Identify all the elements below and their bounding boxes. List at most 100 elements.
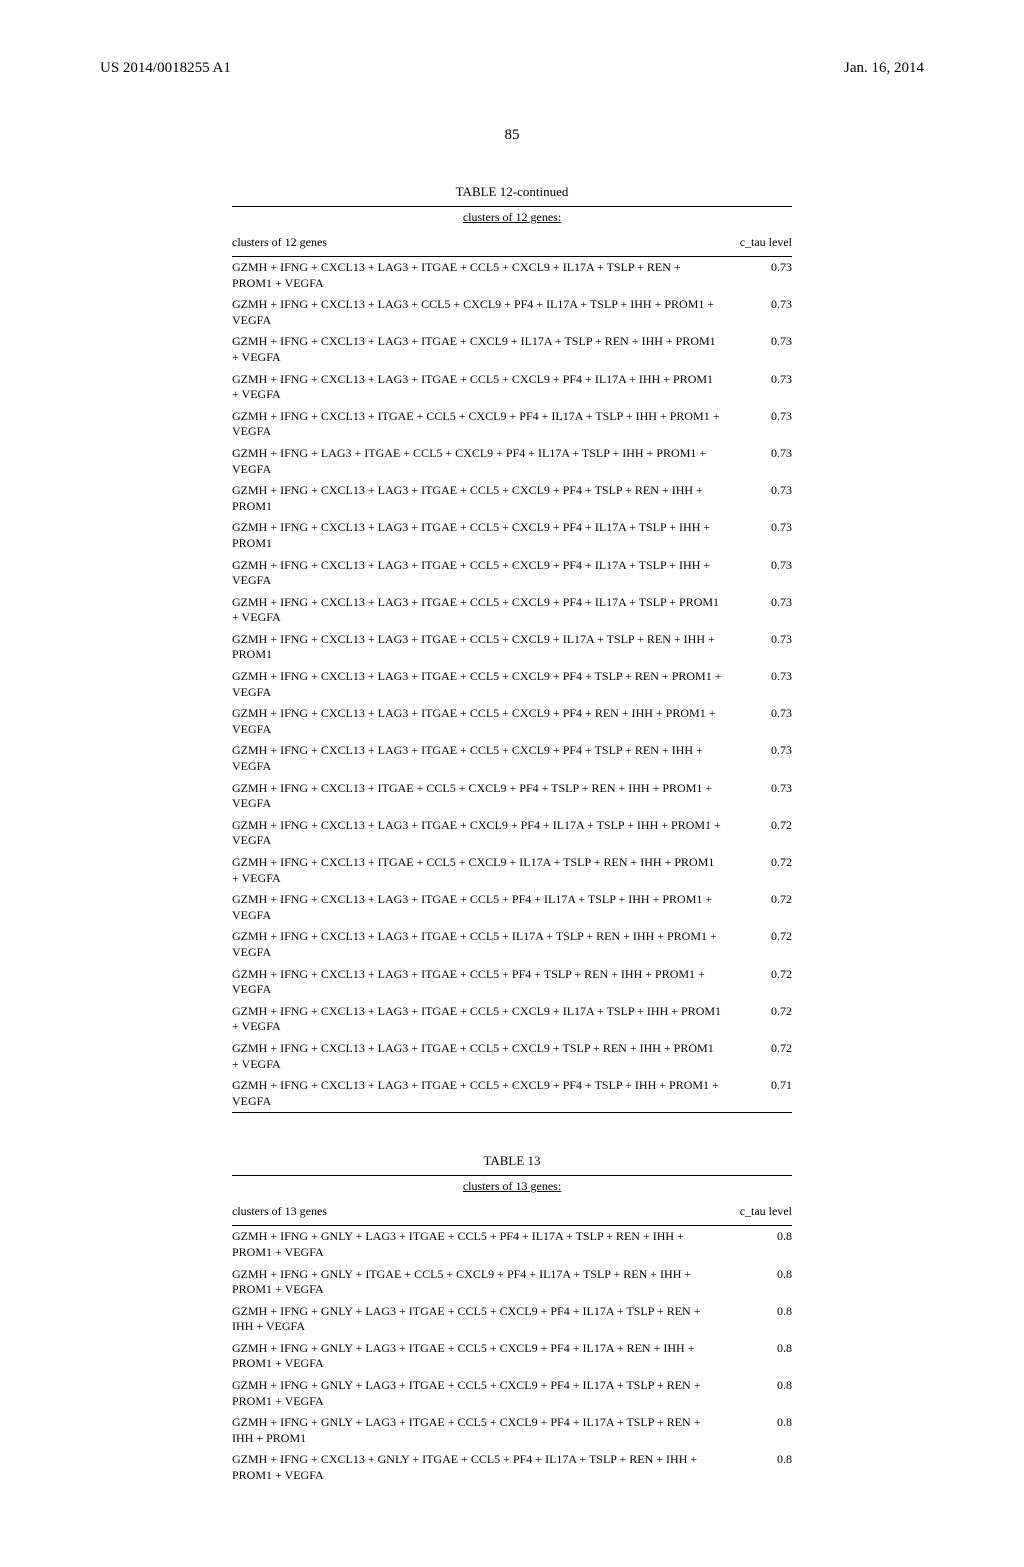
table-row: GZMH + IFNG + GNLY + LAG3 + ITGAE + CCL5… <box>232 1412 792 1449</box>
table-row: GZMH + IFNG + CXCL13 + LAG3 + ITGAE + CC… <box>232 889 792 926</box>
ctau-cell: 0.8 <box>722 1375 792 1412</box>
cluster-cell: GZMH + IFNG + CXCL13 + LAG3 + CCL5 + CXC… <box>232 294 722 331</box>
ctau-cell: 0.73 <box>722 369 792 406</box>
cluster-cell: GZMH + IFNG + CXCL13 + LAG3 + ITGAE + CC… <box>232 740 722 777</box>
cluster-cell: GZMH + IFNG + CXCL13 + LAG3 + ITGAE + CC… <box>232 1001 722 1038</box>
ctau-cell: 0.72 <box>722 926 792 963</box>
cluster-cell: GZMH + IFNG + CXCL13 + LAG3 + ITGAE + CC… <box>232 592 722 629</box>
ctau-cell: 0.73 <box>722 555 792 592</box>
table-12-subtitle: clusters of 12 genes: <box>232 206 792 225</box>
cluster-cell: GZMH + IFNG + GNLY + LAG3 + ITGAE + CCL5… <box>232 1412 722 1449</box>
ctau-cell: 0.73 <box>722 778 792 815</box>
table-13: clusters of 13 genes c_tau level GZMH + … <box>232 1194 792 1486</box>
ctau-cell: 0.8 <box>722 1264 792 1301</box>
ctau-cell: 0.8 <box>722 1338 792 1375</box>
ctau-cell: 0.73 <box>722 517 792 554</box>
cluster-cell: GZMH + IFNG + CXCL13 + LAG3 + ITGAE + CX… <box>232 815 722 852</box>
cluster-cell: GZMH + IFNG + CXCL13 + LAG3 + ITGAE + CC… <box>232 480 722 517</box>
table-row: GZMH + IFNG + CXCL13 + LAG3 + CCL5 + CXC… <box>232 294 792 331</box>
cluster-cell: GZMH + IFNG + LAG3 + ITGAE + CCL5 + CXCL… <box>232 443 722 480</box>
ctau-cell: 0.73 <box>722 443 792 480</box>
table-row: GZMH + IFNG + GNLY + ITGAE + CCL5 + CXCL… <box>232 1264 792 1301</box>
table-row: GZMH + IFNG + CXCL13 + LAG3 + ITGAE + CC… <box>232 703 792 740</box>
table-row: GZMH + IFNG + CXCL13 + LAG3 + ITGAE + CC… <box>232 1038 792 1075</box>
cluster-cell: GZMH + IFNG + CXCL13 + LAG3 + ITGAE + CC… <box>232 1075 722 1112</box>
table-row: GZMH + IFNG + CXCL13 + LAG3 + ITGAE + CC… <box>232 666 792 703</box>
table-13-col-right: c_tau level <box>722 1194 792 1226</box>
ctau-cell: 0.72 <box>722 889 792 926</box>
table-12: clusters of 12 genes c_tau level GZMH + … <box>232 225 792 1112</box>
table-row: GZMH + IFNG + CXCL13 + LAG3 + ITGAE + CX… <box>232 815 792 852</box>
ctau-cell: 0.73 <box>722 740 792 777</box>
ctau-cell: 0.73 <box>722 257 792 295</box>
page-header: US 2014/0018255 A1 Jan. 16, 2014 <box>100 60 924 77</box>
table-row: GZMH + IFNG + GNLY + LAG3 + ITGAE + CCL5… <box>232 1226 792 1264</box>
ctau-cell: 0.73 <box>722 480 792 517</box>
table-row: GZMH + IFNG + CXCL13 + LAG3 + ITGAE + CC… <box>232 740 792 777</box>
ctau-cell: 0.73 <box>722 592 792 629</box>
table-13-title: TABLE 13 <box>232 1153 792 1169</box>
cluster-cell: GZMH + IFNG + GNLY + LAG3 + ITGAE + CCL5… <box>232 1226 722 1264</box>
doc-date: Jan. 16, 2014 <box>844 60 924 77</box>
table-row: GZMH + IFNG + CXCL13 + LAG3 + ITGAE + CC… <box>232 480 792 517</box>
ctau-cell: 0.8 <box>722 1449 792 1486</box>
table-row: GZMH + IFNG + CXCL13 + LAG3 + ITGAE + CC… <box>232 555 792 592</box>
cluster-cell: GZMH + IFNG + CXCL13 + LAG3 + ITGAE + CC… <box>232 257 722 295</box>
table-row: GZMH + IFNG + CXCL13 + GNLY + ITGAE + CC… <box>232 1449 792 1486</box>
table-row: GZMH + IFNG + CXCL13 + ITGAE + CCL5 + CX… <box>232 406 792 443</box>
cluster-cell: GZMH + IFNG + GNLY + ITGAE + CCL5 + CXCL… <box>232 1264 722 1301</box>
cluster-cell: GZMH + IFNG + CXCL13 + GNLY + ITGAE + CC… <box>232 1449 722 1486</box>
table-row: GZMH + IFNG + GNLY + LAG3 + ITGAE + CCL5… <box>232 1338 792 1375</box>
cluster-cell: GZMH + IFNG + CXCL13 + ITGAE + CCL5 + CX… <box>232 406 722 443</box>
ctau-cell: 0.72 <box>722 1001 792 1038</box>
table-13-subtitle: clusters of 13 genes: <box>232 1175 792 1194</box>
ctau-cell: 0.73 <box>722 629 792 666</box>
table-row: GZMH + IFNG + CXCL13 + LAG3 + ITGAE + CC… <box>232 1075 792 1112</box>
table-row: GZMH + IFNG + CXCL13 + LAG3 + ITGAE + CC… <box>232 1001 792 1038</box>
cluster-cell: GZMH + IFNG + CXCL13 + LAG3 + ITGAE + CC… <box>232 369 722 406</box>
table-row: GZMH + IFNG + CXCL13 + ITGAE + CCL5 + CX… <box>232 852 792 889</box>
cluster-cell: GZMH + IFNG + CXCL13 + LAG3 + ITGAE + CC… <box>232 555 722 592</box>
cluster-cell: GZMH + IFNG + GNLY + LAG3 + ITGAE + CCL5… <box>232 1375 722 1412</box>
cluster-cell: GZMH + IFNG + CXCL13 + LAG3 + ITGAE + CC… <box>232 964 722 1001</box>
cluster-cell: GZMH + IFNG + CXCL13 + ITGAE + CCL5 + CX… <box>232 852 722 889</box>
cluster-cell: GZMH + IFNG + CXCL13 + LAG3 + ITGAE + CC… <box>232 889 722 926</box>
ctau-cell: 0.73 <box>722 294 792 331</box>
cluster-cell: GZMH + IFNG + GNLY + LAG3 + ITGAE + CCL5… <box>232 1338 722 1375</box>
page-number: 85 <box>100 127 924 144</box>
ctau-cell: 0.8 <box>722 1226 792 1264</box>
ctau-cell: 0.8 <box>722 1301 792 1338</box>
cluster-cell: GZMH + IFNG + CXCL13 + LAG3 + ITGAE + CC… <box>232 666 722 703</box>
table-row: GZMH + IFNG + CXCL13 + LAG3 + ITGAE + CC… <box>232 257 792 295</box>
cluster-cell: GZMH + IFNG + CXCL13 + LAG3 + ITGAE + CC… <box>232 926 722 963</box>
ctau-cell: 0.72 <box>722 964 792 1001</box>
ctau-cell: 0.8 <box>722 1412 792 1449</box>
table-12-title: TABLE 12-continued <box>232 184 792 200</box>
cluster-cell: GZMH + IFNG + CXCL13 + ITGAE + CCL5 + CX… <box>232 778 722 815</box>
ctau-cell: 0.73 <box>722 331 792 368</box>
doc-number: US 2014/0018255 A1 <box>100 60 231 77</box>
table-12-bottom-rule <box>232 1112 792 1113</box>
table-row: GZMH + IFNG + CXCL13 + LAG3 + ITGAE + CX… <box>232 331 792 368</box>
table-row: GZMH + IFNG + CXCL13 + ITGAE + CCL5 + CX… <box>232 778 792 815</box>
table-row: GZMH + IFNG + CXCL13 + LAG3 + ITGAE + CC… <box>232 369 792 406</box>
table-row: GZMH + IFNG + CXCL13 + LAG3 + ITGAE + CC… <box>232 629 792 666</box>
cluster-cell: GZMH + IFNG + GNLY + LAG3 + ITGAE + CCL5… <box>232 1301 722 1338</box>
table-12-col-left: clusters of 12 genes <box>232 225 722 257</box>
ctau-cell: 0.72 <box>722 1038 792 1075</box>
ctau-cell: 0.72 <box>722 815 792 852</box>
cluster-cell: GZMH + IFNG + CXCL13 + LAG3 + ITGAE + CC… <box>232 703 722 740</box>
table-row: GZMH + IFNG + CXCL13 + LAG3 + ITGAE + CC… <box>232 926 792 963</box>
table-row: GZMH + IFNG + GNLY + LAG3 + ITGAE + CCL5… <box>232 1301 792 1338</box>
table-row: GZMH + IFNG + CXCL13 + LAG3 + ITGAE + CC… <box>232 964 792 1001</box>
ctau-cell: 0.73 <box>722 703 792 740</box>
table-row: GZMH + IFNG + CXCL13 + LAG3 + ITGAE + CC… <box>232 517 792 554</box>
cluster-cell: GZMH + IFNG + CXCL13 + LAG3 + ITGAE + CX… <box>232 331 722 368</box>
ctau-cell: 0.73 <box>722 406 792 443</box>
ctau-cell: 0.73 <box>722 666 792 703</box>
cluster-cell: GZMH + IFNG + CXCL13 + LAG3 + ITGAE + CC… <box>232 1038 722 1075</box>
ctau-cell: 0.72 <box>722 852 792 889</box>
table-12-col-right: c_tau level <box>722 225 792 257</box>
table-row: GZMH + IFNG + LAG3 + ITGAE + CCL5 + CXCL… <box>232 443 792 480</box>
ctau-cell: 0.71 <box>722 1075 792 1112</box>
